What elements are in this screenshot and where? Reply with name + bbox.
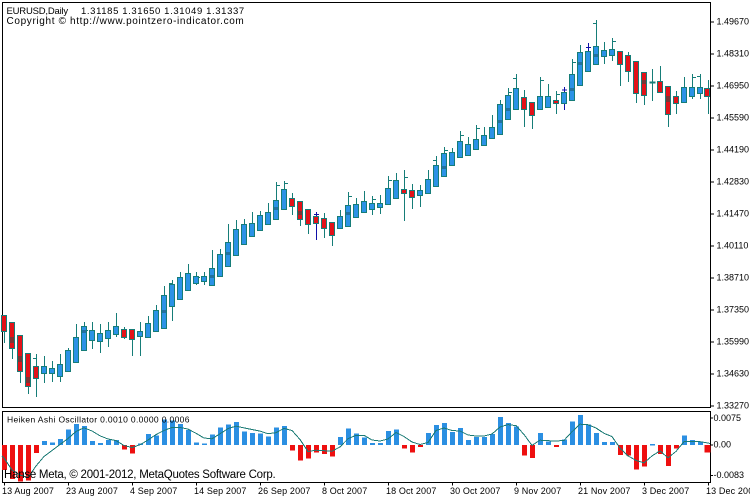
svg-text:1.37350: 1.37350 xyxy=(717,305,750,315)
svg-text:Copyright © http://www.pointze: Copyright © http://www.pointzero-indicat… xyxy=(7,16,245,27)
svg-text:26 Sep 2007: 26 Sep 2007 xyxy=(258,486,310,496)
svg-text:23 Aug 2007: 23 Aug 2007 xyxy=(66,486,118,496)
svg-text:1.35990: 1.35990 xyxy=(717,337,750,347)
svg-text:3 Dec 2007: 3 Dec 2007 xyxy=(642,486,689,496)
svg-text:0.00: 0.00 xyxy=(714,440,732,450)
svg-text:1.38710: 1.38710 xyxy=(717,273,750,283)
svg-text:4 Sep 2007: 4 Sep 2007 xyxy=(130,486,177,496)
svg-text:8 Oct 2007: 8 Oct 2007 xyxy=(322,486,367,496)
svg-text:21 Nov 2007: 21 Nov 2007 xyxy=(578,486,630,496)
svg-text:13 Aug 2007: 13 Aug 2007 xyxy=(2,486,54,496)
svg-text:30 Oct 2007: 30 Oct 2007 xyxy=(450,486,500,496)
svg-text:1.45590: 1.45590 xyxy=(717,113,750,123)
svg-text:14 Sep 2007: 14 Sep 2007 xyxy=(194,486,246,496)
svg-text:9 Nov 2007: 9 Nov 2007 xyxy=(514,486,561,496)
svg-text:1.34630: 1.34630 xyxy=(717,369,750,379)
svg-text:1.48310: 1.48310 xyxy=(717,49,750,59)
svg-text:1.46950: 1.46950 xyxy=(717,81,750,91)
svg-text:1.42830: 1.42830 xyxy=(717,177,750,187)
svg-text:13 Dec 2007: 13 Dec 2007 xyxy=(706,486,750,496)
svg-text:1.40110: 1.40110 xyxy=(717,241,749,251)
svg-text:1.33270: 1.33270 xyxy=(717,401,750,411)
svg-text:1.49670: 1.49670 xyxy=(717,17,750,27)
svg-text:-0.0083: -0.0083 xyxy=(714,470,745,480)
svg-text:0.0075: 0.0075 xyxy=(714,413,742,423)
svg-text:Hanse Meta, © 2001-2012, MetaQ: Hanse Meta, © 2001-2012, MetaQuotes Soft… xyxy=(4,469,276,481)
svg-text:18 Oct 2007: 18 Oct 2007 xyxy=(386,486,436,496)
svg-text:1.44190: 1.44190 xyxy=(717,145,750,155)
svg-text:Heiken Ashi Oscillator 0.0010: Heiken Ashi Oscillator 0.0010 0.0000 0.0… xyxy=(7,414,190,424)
svg-text:1.41470: 1.41470 xyxy=(717,209,750,219)
